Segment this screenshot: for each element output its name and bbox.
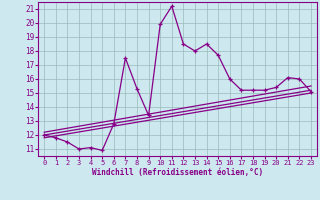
X-axis label: Windchill (Refroidissement éolien,°C): Windchill (Refroidissement éolien,°C) <box>92 168 263 177</box>
